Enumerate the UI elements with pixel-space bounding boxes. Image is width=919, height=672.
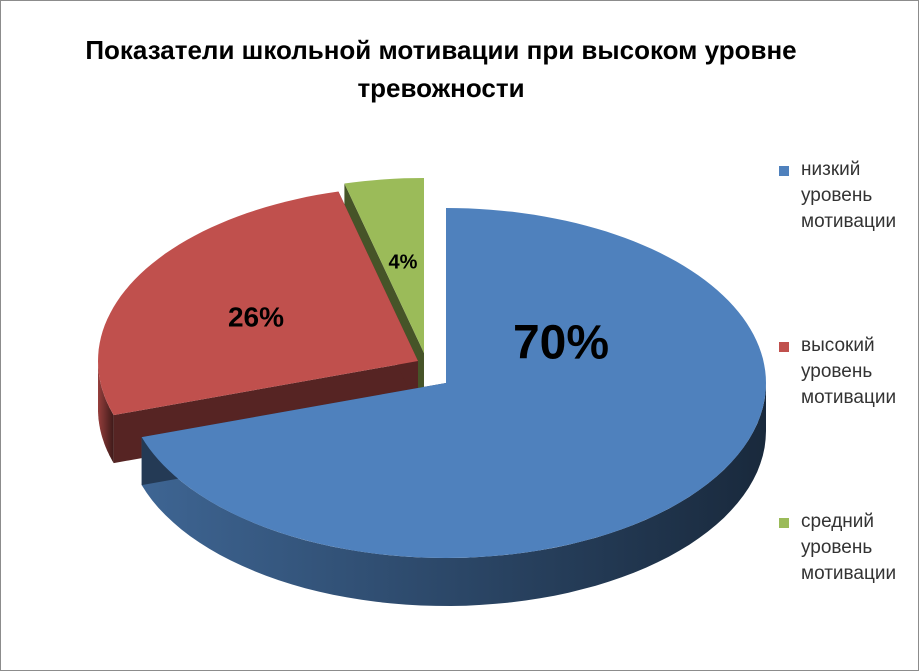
legend-label-high-line-3: мотивации — [801, 387, 897, 408]
slice-side-low — [141, 383, 766, 606]
legend-swatch-medium — [779, 518, 789, 528]
legend-label-low: низкий уровень мотивации — [801, 157, 919, 235]
data-label-low: 70% — [513, 317, 609, 370]
legend-label-low-line-3: мотивации — [801, 211, 897, 232]
legend-label-medium-line-2: уровень — [801, 537, 873, 558]
chart-title: Показатели школьной мотивации при высоко… — [41, 31, 841, 107]
legend-swatch-high — [779, 342, 789, 352]
legend-label-high-line-1: высокий — [801, 335, 875, 356]
chart-title-line-1: Показатели школьной мотивации при высоко… — [85, 35, 797, 65]
chart-title-line-2: тревожности — [357, 73, 525, 103]
legend-swatch-low — [779, 166, 789, 176]
legend-label-low-line-2: уровень — [801, 185, 873, 206]
legend-label-medium: средний уровень мотивации — [801, 509, 919, 587]
legend-label-medium-line-1: средний — [801, 511, 875, 532]
slice-medium — [344, 178, 424, 353]
legend-label-medium-line-3: мотивации — [801, 563, 897, 584]
data-label-medium: 4% — [389, 251, 418, 273]
slice-side-high — [98, 361, 114, 464]
legend-label-low-line-1: низкий — [801, 159, 861, 180]
slice-low — [141, 208, 766, 558]
legend-label-high: высокий уровень мотивации — [801, 333, 919, 411]
legend-label-high-line-2: уровень — [801, 361, 873, 382]
data-label-high: 26% — [228, 301, 284, 332]
slice-high — [98, 191, 418, 416]
